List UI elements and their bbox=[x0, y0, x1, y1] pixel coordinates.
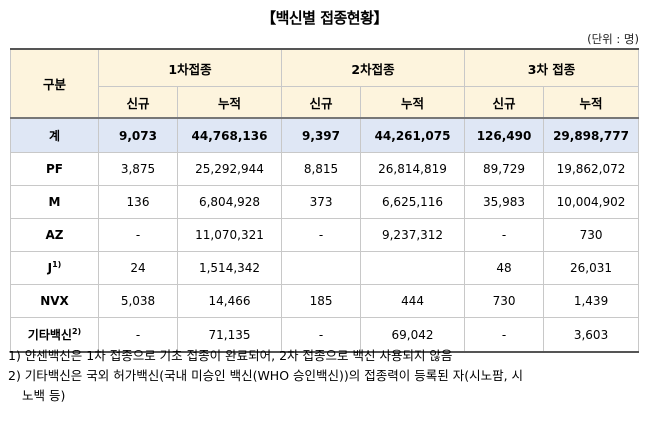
footnote-2: 2) 기타백신은 국외 허가백신(국내 미승인 백신(WHO 승인백신))의 접… bbox=[8, 368, 524, 383]
cell: 11,070,321 bbox=[176, 218, 283, 252]
row-label: J1) bbox=[10, 251, 99, 285]
subheader-new: 신규 bbox=[98, 86, 178, 119]
cell: 1,439 bbox=[543, 284, 640, 318]
cell: 25,292,944 bbox=[176, 152, 283, 186]
table-row-total: 계 9,073 44,768,136 9,397 44,261,075 126,… bbox=[10, 117, 640, 153]
cell: 185 bbox=[281, 284, 362, 318]
unit-label: (단위 : 명) bbox=[587, 32, 639, 46]
header-category: 구분 bbox=[10, 48, 99, 119]
cell bbox=[281, 251, 362, 285]
cell: - bbox=[98, 218, 178, 252]
cell: 10,004,902 bbox=[543, 185, 640, 219]
table-row: M 136 6,804,928 373 6,625,116 35,983 10,… bbox=[10, 185, 640, 219]
cell: 9,073 bbox=[98, 117, 178, 153]
cell: 26,031 bbox=[543, 251, 640, 285]
cell: 35,983 bbox=[464, 185, 545, 219]
cell: - bbox=[281, 218, 362, 252]
table-row: J1) 24 1,514,342 48 26,031 bbox=[10, 251, 640, 285]
cell: 5,038 bbox=[98, 284, 178, 318]
cell: 136 bbox=[98, 185, 178, 219]
cell: 3,875 bbox=[98, 152, 178, 186]
cell: 8,815 bbox=[281, 152, 362, 186]
cell: 1,514,342 bbox=[176, 251, 283, 285]
footnotes: 1) 얀센백신은 1차 접종으로 기초 접종이 완료되어, 2차 접종으로 백신… bbox=[8, 346, 642, 406]
footnote-1: 1) 얀센백신은 1차 접종으로 기초 접종이 완료되어, 2차 접종으로 백신… bbox=[8, 348, 453, 363]
row-label: NVX bbox=[10, 284, 99, 318]
cell: 730 bbox=[464, 284, 545, 318]
table-row: AZ - 11,070,321 - 9,237,312 - 730 bbox=[10, 218, 640, 252]
cell: 44,768,136 bbox=[176, 117, 283, 153]
row-label: M bbox=[10, 185, 99, 219]
table-title: 【백신별 접종현황】 bbox=[261, 9, 388, 27]
cell: 26,814,819 bbox=[360, 152, 466, 186]
subheader-cumulative: 누적 bbox=[176, 86, 283, 119]
vaccine-table: 구분 1차접종 2차접종 3차 접종 신규 누적 신규 누적 신규 누적 계 9… bbox=[10, 48, 640, 353]
cell: 71,135 bbox=[176, 317, 283, 353]
cell: 44,261,075 bbox=[360, 117, 466, 153]
cell: 14,466 bbox=[176, 284, 283, 318]
row-label: AZ bbox=[10, 218, 99, 252]
header-dose3: 3차 접종 bbox=[464, 48, 640, 87]
cell: 19,862,072 bbox=[543, 152, 640, 186]
subheader-new: 신규 bbox=[281, 86, 362, 119]
header-dose2: 2차접종 bbox=[281, 48, 466, 87]
row-label: 계 bbox=[10, 117, 99, 153]
table-row: 기타백신2) - 71,135 - 69,042 - 3,603 bbox=[10, 317, 640, 353]
cell: 126,490 bbox=[464, 117, 545, 153]
header-dose1: 1차접종 bbox=[97, 48, 283, 87]
subheader-new: 신규 bbox=[464, 86, 545, 119]
row-label: PF bbox=[10, 152, 99, 186]
footnote-2-continued: 노백 등) bbox=[22, 388, 66, 403]
cell: - bbox=[464, 317, 545, 353]
cell: 444 bbox=[360, 284, 466, 318]
row-label: 기타백신2) bbox=[10, 317, 99, 353]
cell: 730 bbox=[543, 218, 640, 252]
cell: 48 bbox=[464, 251, 545, 285]
subheader-cumulative: 누적 bbox=[543, 86, 640, 119]
cell: 29,898,777 bbox=[543, 117, 640, 153]
cell: 69,042 bbox=[360, 317, 466, 353]
subheader-cumulative: 누적 bbox=[360, 86, 466, 119]
table-row: NVX 5,038 14,466 185 444 730 1,439 bbox=[10, 284, 640, 318]
cell: 373 bbox=[281, 185, 362, 219]
cell bbox=[360, 251, 466, 285]
cell: - bbox=[98, 317, 178, 353]
cell: 24 bbox=[98, 251, 178, 285]
cell: 3,603 bbox=[543, 317, 640, 353]
cell: 6,804,928 bbox=[176, 185, 283, 219]
cell: 89,729 bbox=[464, 152, 545, 186]
cell: 9,237,312 bbox=[360, 218, 466, 252]
cell: 6,625,116 bbox=[360, 185, 466, 219]
cell: - bbox=[464, 218, 545, 252]
table-row: PF 3,875 25,292,944 8,815 26,814,819 89,… bbox=[10, 152, 640, 186]
cell: 9,397 bbox=[281, 117, 362, 153]
